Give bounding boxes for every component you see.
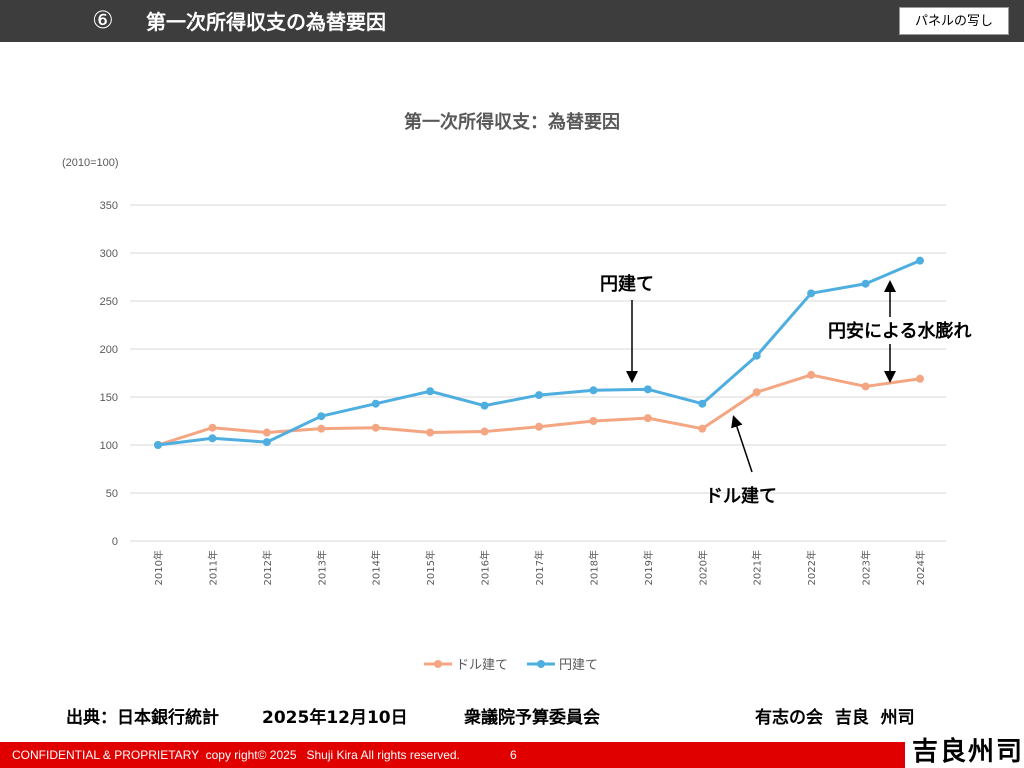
x-tick-label: 2011年 — [206, 550, 219, 585]
data-point-dollar — [752, 388, 761, 397]
y-tick-label: 100 — [100, 440, 118, 452]
slide-title: 第一次所得収支の為替要因 — [146, 10, 386, 34]
annotation-dollar-arrow — [731, 415, 753, 473]
annotation-dollar-label: ドル建て — [705, 485, 777, 507]
legend-marker — [537, 660, 545, 668]
x-tick-label: 2017年 — [533, 550, 546, 585]
data-point-yen — [589, 386, 598, 395]
y-tick-label: 250 — [100, 296, 118, 308]
legend-label: 円建て — [559, 658, 598, 673]
committee-text: 衆議院予算委員会 — [464, 708, 600, 728]
y-axis-label: (2010=100) — [62, 157, 119, 169]
data-point-dollar — [589, 417, 598, 425]
x-tick-label: 2018年 — [587, 550, 600, 585]
confidential-text: CONFIDENTIAL & PROPRIETARY copy right© 2… — [12, 748, 460, 762]
data-point-dollar — [208, 423, 217, 432]
line-chart: 第一次所得収支：為替要因 (2010=100) 0 50 100 150 200 250 3… — [62, 111, 971, 673]
data-point-yen — [752, 351, 761, 360]
slide-number: ⑥ — [92, 6, 114, 34]
series-line-yen — [157, 259, 921, 447]
signature-logo: 吉良州司 — [912, 737, 1024, 767]
data-point-yen — [643, 385, 652, 394]
x-tick-label: 2014年 — [370, 550, 383, 585]
y-tick-label: 150 — [100, 392, 118, 404]
source-note: 出典：日本銀行統計 — [66, 708, 219, 728]
x-tick-label: 2013年 — [315, 550, 328, 585]
data-point-dollar — [861, 382, 870, 391]
y-tick-label: 350 — [100, 200, 118, 212]
annotation-weak-yen-label: 円安による水膨れ — [828, 320, 971, 342]
chart-title: 第一次所得収支：為替要因 — [404, 111, 620, 132]
data-point-yen — [426, 387, 435, 396]
data-point-yen — [480, 401, 489, 410]
series-line-dollar — [157, 373, 921, 447]
x-tick-label: 2024年 — [914, 550, 927, 585]
x-tick-label: 2015年 — [424, 550, 437, 585]
header-bar: ⑥ 第一次所得収支の為替要因 パネルの写し — [0, 0, 1024, 42]
y-tick-label: 300 — [100, 248, 118, 260]
data-point-dollar — [426, 428, 435, 437]
data-point-yen — [698, 399, 707, 408]
date-text: 2025年12月10日 — [262, 708, 408, 728]
y-tick-label: 0 — [112, 536, 118, 548]
x-tick-label: 2010年 — [152, 550, 165, 585]
data-point-dollar — [698, 424, 707, 433]
x-tick-label: 2020年 — [696, 550, 709, 585]
data-point-yen — [861, 279, 870, 288]
page-number: 6 — [510, 748, 517, 762]
data-point-yen — [371, 399, 380, 408]
x-tick-label: 2019年 — [642, 550, 655, 585]
y-tick-label: 50 — [106, 488, 118, 500]
data-point-dollar — [807, 370, 816, 379]
data-point-yen — [317, 412, 326, 421]
data-point-dollar — [371, 423, 380, 432]
data-point-dollar — [480, 427, 489, 436]
annotation-yen-label: 円建て — [600, 273, 654, 295]
data-point-yen — [916, 256, 924, 265]
data-point-dollar — [916, 374, 924, 383]
data-point-dollar — [262, 428, 271, 437]
data-point-yen — [535, 391, 543, 400]
panel-badge: パネルの写し — [899, 7, 1009, 35]
legend-label: ドル建て — [456, 658, 508, 673]
data-point-yen — [154, 441, 162, 449]
x-tick-label: 2016年 — [479, 550, 492, 585]
data-point-dollar — [317, 424, 326, 433]
x-tick-label: 2021年 — [751, 550, 764, 585]
data-point-dollar — [535, 422, 543, 431]
data-point-yen — [807, 289, 816, 298]
legend-marker — [434, 660, 442, 668]
data-point-yen — [262, 438, 271, 447]
data-point-yen — [208, 434, 217, 443]
x-tick-label: 2023年 — [860, 550, 873, 585]
x-tick-label: 2022年 — [805, 550, 818, 585]
y-tick-label: 200 — [100, 344, 118, 356]
data-point-dollar — [643, 414, 652, 423]
author-text: 有志の会 吉良 州司 — [755, 708, 915, 728]
x-tick-label: 2012年 — [261, 550, 274, 585]
confidential-bar: CONFIDENTIAL & PROPRIETARY copy right© 2… — [0, 742, 905, 768]
